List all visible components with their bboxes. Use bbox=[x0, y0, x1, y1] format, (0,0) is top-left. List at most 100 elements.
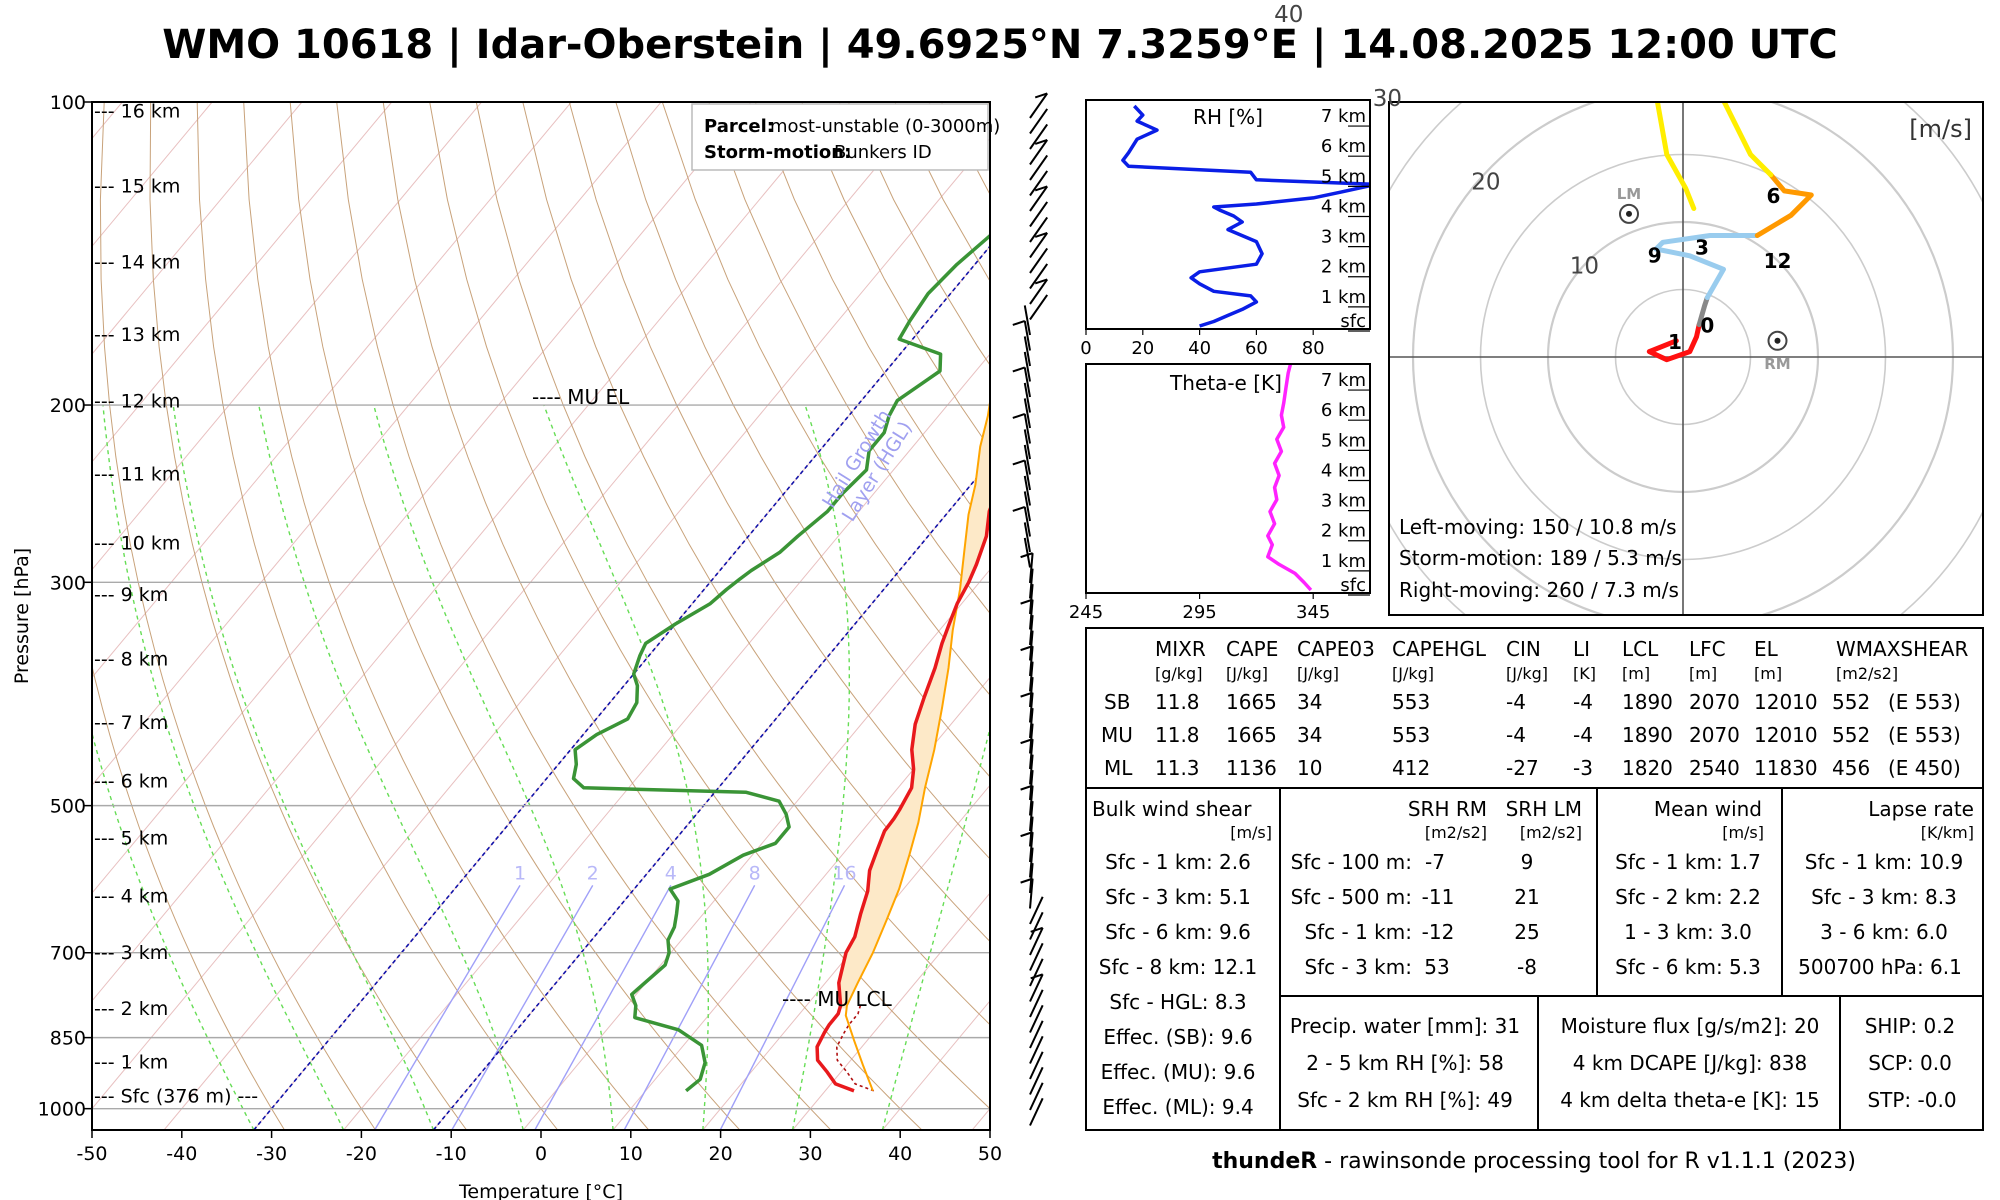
moisture-row: 2 - 5 km RH [%]: 58 bbox=[1306, 1051, 1504, 1075]
cell: 2070 bbox=[1689, 690, 1740, 714]
indices-table bbox=[1085, 627, 1984, 1131]
hodograph-note-lm: Left-moving: 150 / 10.8 m/s bbox=[1399, 515, 1677, 539]
x-tick-label: 20 bbox=[709, 1143, 733, 1165]
hgl-line bbox=[432, 460, 990, 1130]
x-tick-label: 40 bbox=[1188, 338, 1211, 359]
wind-barb-flag bbox=[1020, 831, 1033, 838]
wind-barb-shaft bbox=[1029, 170, 1049, 197]
wind-barb-shaft bbox=[1029, 785, 1034, 816]
wind-barb-shaft bbox=[1023, 336, 1031, 367]
wind-barb bbox=[1029, 958, 1044, 987]
dry-adiabat bbox=[708, 102, 990, 615]
height-label: --- 6 km bbox=[94, 770, 168, 792]
height-label: --- 14 km bbox=[94, 251, 180, 273]
wind-barb-shaft bbox=[1029, 123, 1049, 150]
cell: 553 bbox=[1392, 723, 1430, 747]
wind-barb bbox=[1029, 661, 1034, 692]
x-tick-label: -50 bbox=[76, 1143, 107, 1165]
wind-barb-shaft bbox=[1029, 92, 1049, 119]
height-label: --- 2 km bbox=[94, 998, 168, 1020]
isotherm bbox=[92, 102, 752, 894]
shear-row: Sfc - 3 km: 5.1 bbox=[1105, 885, 1251, 909]
mixing-ratio-line bbox=[623, 885, 756, 1130]
wind-barb-shaft bbox=[1029, 568, 1034, 599]
parcel-line bbox=[844, 395, 990, 1092]
storm-motion-dot bbox=[1774, 337, 1781, 344]
wind-barb bbox=[1023, 444, 1031, 475]
wind-barb-shaft bbox=[1023, 537, 1031, 568]
rh-axes: 7 km 6 km 5 km 4 km 3 km 2 km 1 km sfc 0 20 40 60 80 bbox=[1080, 106, 1370, 359]
wind-barb bbox=[1023, 522, 1031, 553]
wind-barb-shaft bbox=[1029, 708, 1034, 739]
hodograph-height-label: 9 bbox=[1648, 243, 1662, 267]
cell: 2070 bbox=[1689, 723, 1740, 747]
wind-barb bbox=[1029, 92, 1049, 119]
shear-row: Effec. (SB): 9.6 bbox=[1103, 1025, 1252, 1049]
isotherm bbox=[612, 676, 990, 1130]
flux-row: 4 km DCAPE [J/kg]: 838 bbox=[1573, 1051, 1807, 1075]
moist-adiabat bbox=[791, 404, 850, 1130]
cell: 1665 bbox=[1226, 690, 1277, 714]
wind-barb-shaft bbox=[1023, 429, 1031, 460]
cell: (E 450) bbox=[1888, 756, 1961, 780]
wind-barb-shaft bbox=[1023, 506, 1031, 537]
km-label: 2 km bbox=[1321, 257, 1366, 278]
wind-barb bbox=[1023, 305, 1031, 336]
thetae-frame bbox=[1085, 363, 1371, 594]
hdr-el: EL bbox=[1754, 637, 1779, 661]
cell: 12010 bbox=[1754, 690, 1818, 714]
srh-row-label: Sfc - 500 m: bbox=[1291, 885, 1412, 909]
km-label: 1 km bbox=[1321, 287, 1366, 308]
cell: 10 bbox=[1297, 756, 1322, 780]
unit-mixr: [g/kg] bbox=[1155, 664, 1202, 683]
wind-barb-shaft bbox=[1029, 832, 1034, 863]
dry-adiabat bbox=[522, 102, 990, 943]
wind-barb-shaft bbox=[1029, 958, 1044, 987]
footer-rest: - rawinsonde processing tool for R v1.1.… bbox=[1317, 1149, 1856, 1174]
wind-barb bbox=[1020, 691, 1034, 723]
wind-barb bbox=[1023, 336, 1031, 367]
x-tick-label: 80 bbox=[1302, 338, 1325, 359]
cell: 11830 bbox=[1754, 756, 1818, 780]
unit-cape: [J/kg] bbox=[1226, 664, 1268, 683]
row-mu: MU 11.8 1665 34 553 -4 -4 1890 2070 1201… bbox=[1101, 723, 1961, 747]
shear-row: Effec. (MU): 9.6 bbox=[1101, 1060, 1256, 1084]
height-label: --- 7 km bbox=[94, 712, 168, 734]
wind-barb-shaft bbox=[1029, 801, 1034, 832]
skewt-axes: -50 -40 -30 -20 -10 0 10 20 30 40 50 100 200 300 500 70… bbox=[38, 92, 1002, 1165]
hodograph-note-rm: Right-moving: 260 / 7.3 m/s bbox=[1399, 578, 1679, 602]
srh-block: SRH RM SRH LM [m2/s2] [m2/s2] Sfc - 100 … bbox=[1291, 797, 1582, 979]
cell: -4 bbox=[1506, 690, 1526, 714]
wind-barb bbox=[1029, 801, 1034, 832]
x-tick-label: 50 bbox=[978, 1143, 1002, 1165]
cell: 34 bbox=[1297, 723, 1322, 747]
thetae-series bbox=[1266, 364, 1313, 592]
wind-barb-shaft bbox=[1029, 646, 1034, 677]
flux-row: Moisture flux [g/s/m2]: 20 bbox=[1561, 1014, 1820, 1038]
wind-barb-flag bbox=[1034, 92, 1048, 99]
row-ml: ML 11.3 1136 10 412 -27 -3 1820 2540 118… bbox=[1104, 756, 1961, 780]
wind-barb-shaft bbox=[1023, 367, 1031, 398]
meanwind-title: Mean wind bbox=[1654, 797, 1762, 821]
dry-adiabat bbox=[149, 102, 468, 1130]
wind-barb-shaft bbox=[1029, 232, 1049, 259]
x-tick-label: 295 bbox=[1182, 602, 1216, 623]
thetae-panel: Theta-e [K] 7 km 6 km 5 km 4 km 3 km 2 km 1 km… bbox=[1069, 363, 1371, 623]
wind-barb-shaft bbox=[1029, 942, 1044, 971]
mu-lcl-label: ---- MU LCL bbox=[782, 987, 893, 1011]
height-label: --- 8 km bbox=[94, 648, 168, 670]
wind-barb-shaft bbox=[1023, 382, 1031, 413]
x-tick-label: -20 bbox=[346, 1143, 377, 1165]
wind-barb-flag bbox=[1034, 185, 1048, 192]
p-tick-label: 100 bbox=[50, 92, 86, 114]
hodograph-height-label: 3 bbox=[1695, 235, 1709, 259]
srh-row-label: Sfc - 3 km: bbox=[1304, 955, 1412, 979]
srh-row-lm: 25 bbox=[1514, 920, 1539, 944]
x-tick-label: 245 bbox=[1069, 602, 1103, 623]
cell: 456 bbox=[1832, 756, 1870, 780]
hodograph-segment bbox=[1654, 102, 1774, 211]
cell: -4 bbox=[1573, 723, 1593, 747]
mixing-ratio-label: 8 bbox=[749, 862, 761, 884]
wind-barb bbox=[1012, 413, 1031, 444]
wind-barb bbox=[1029, 216, 1049, 243]
